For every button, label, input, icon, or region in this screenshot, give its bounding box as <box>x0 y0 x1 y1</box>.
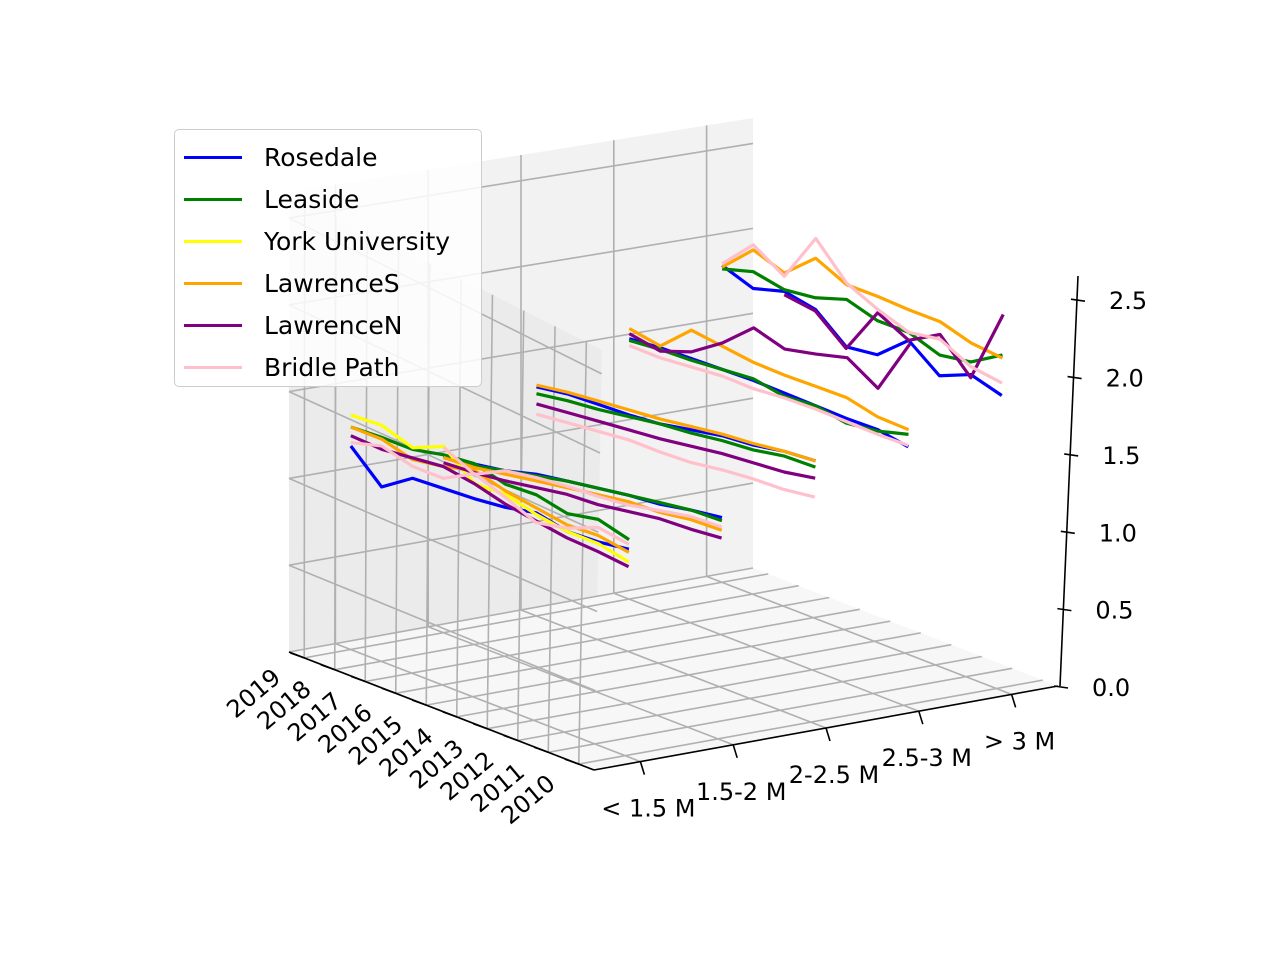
series-line <box>536 383 816 463</box>
grid-line <box>288 567 754 653</box>
legend-swatch <box>184 366 242 369</box>
grid-line <box>427 626 734 746</box>
y-tick-label: < 1.5 M <box>601 795 695 823</box>
series-line <box>443 461 723 540</box>
z-tick-label: 1.5 <box>1102 442 1140 470</box>
series-line <box>628 326 912 390</box>
legend-swatch <box>184 324 242 327</box>
z-tick-label: 0.0 <box>1092 674 1130 702</box>
x-tick-mark <box>442 711 458 718</box>
grid-line <box>288 564 596 692</box>
x-tick-mark <box>320 663 336 671</box>
series-line <box>721 248 1004 360</box>
y-tick-label: 2.5-3 M <box>882 744 972 772</box>
z-tick-label: 1.0 <box>1099 519 1137 547</box>
z-tick-mark <box>1067 375 1082 380</box>
legend-item: York University <box>175 220 481 256</box>
grid-line <box>288 477 598 613</box>
legend-swatch <box>184 240 242 243</box>
legend-label: York University <box>264 227 451 256</box>
grid-line <box>706 575 1012 696</box>
x-tick-mark <box>289 652 305 659</box>
z-tick-mark <box>1060 530 1075 535</box>
z-tick-label: 2.0 <box>1106 365 1144 393</box>
legend-label: Rosedale <box>264 143 378 172</box>
legend-item: Rosedale <box>175 136 481 172</box>
series-lines <box>349 236 1005 569</box>
legend-label: Bridle Path <box>264 353 400 382</box>
y-tick-mark <box>1010 694 1017 708</box>
series-line <box>783 293 1005 380</box>
series-line <box>628 344 909 447</box>
grid-line <box>288 390 599 533</box>
series-line <box>628 327 910 432</box>
y-tick-mark <box>918 710 924 725</box>
z-axis-line <box>1059 275 1079 687</box>
x-tick-mark <box>564 758 580 765</box>
grid-line <box>577 342 588 765</box>
series-line <box>536 402 816 480</box>
legend-item: LawrenceS <box>175 262 481 298</box>
legend: Rosedale Leaside York University Lawrenc… <box>174 129 482 387</box>
z-tick-mark <box>1053 685 1069 689</box>
series-line <box>350 434 630 569</box>
x-tick-mark <box>350 675 366 683</box>
grid-line <box>520 609 827 729</box>
grid-line <box>613 592 920 712</box>
series-line <box>350 413 630 564</box>
legend-swatch <box>184 156 242 159</box>
legend-label: LawrenceN <box>264 311 403 340</box>
z-tick-mark <box>1064 453 1079 457</box>
x-tick-mark <box>533 746 549 754</box>
series-line <box>536 412 816 499</box>
series-line <box>442 446 723 529</box>
y-tick-label: 2-2.5 M <box>789 761 879 789</box>
legend-label: Leaside <box>264 185 360 214</box>
series-line <box>443 454 723 523</box>
x-tick-mark <box>503 734 519 742</box>
grid-line <box>486 294 494 729</box>
z-tick-mark <box>1057 607 1072 612</box>
x-tick-mark <box>411 699 427 706</box>
y-tick-mark <box>639 761 646 775</box>
legend-item: Bridle Path <box>175 346 481 382</box>
x-tick-mark <box>472 722 488 730</box>
legend-swatch <box>184 282 242 285</box>
x-tick-mark <box>381 687 397 695</box>
z-tick-label: 2.5 <box>1109 287 1147 315</box>
z-tick-mark <box>1070 298 1086 302</box>
z-tick-label: 0.5 <box>1095 597 1133 625</box>
series-line <box>721 236 1003 385</box>
y-tick-label: 1.5-2 M <box>696 778 786 806</box>
legend-swatch <box>184 198 242 201</box>
legend-label: LawrenceS <box>264 269 400 298</box>
series-line <box>350 440 630 546</box>
series-line <box>721 264 1003 397</box>
y-tick-mark <box>825 727 831 742</box>
axis-ticks: 2010201120122013201420152016201720182019… <box>221 287 1147 830</box>
y-tick-mark <box>732 744 738 759</box>
grid-line <box>335 642 641 763</box>
grid-line <box>288 482 754 566</box>
y-tick-label: > 3 M <box>984 727 1055 755</box>
series-line <box>350 425 630 554</box>
series-line <box>536 392 816 469</box>
series-line <box>721 267 1003 364</box>
legend-item: Leaside <box>175 178 481 214</box>
legend-item: LawrenceN <box>175 304 481 340</box>
